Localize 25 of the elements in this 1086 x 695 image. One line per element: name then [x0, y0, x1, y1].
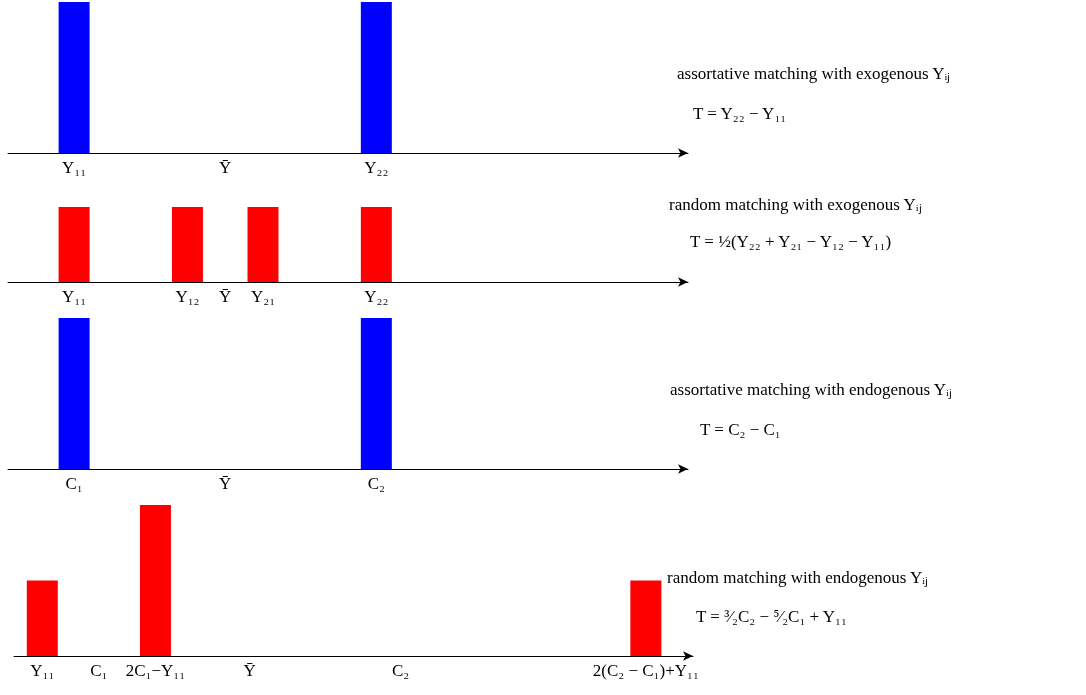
text: T = Y₂₂ − Y₁₁ [693, 104, 787, 123]
x-tick-label: Y₁₁ [62, 287, 87, 306]
x-tick-label: Ȳ [219, 158, 232, 177]
text: T = ½(Y₂₂ + Y₂₁ − Y₁₂ − Y₁₁) [690, 232, 892, 251]
x-tick-label: 2(C₂ − C₁)+Y₁₁ [592, 661, 699, 680]
x-tick-label: Y₁₁ [30, 661, 55, 680]
x-tick-label: Y₂₂ [364, 158, 389, 177]
x-tick-label: Y₁₂ [175, 287, 200, 306]
text: T = ³⁄₂C₂ − ⁵⁄₂C₁ + Y₁₁ [696, 607, 847, 626]
x-tick-label: C₂ [367, 474, 385, 493]
annotation: random matching with exogenous Yᵢⱼ [669, 195, 922, 215]
x-tick-label: Y₂₁ [250, 287, 276, 306]
annotation: assortative matching with endogenous Yᵢⱼ [670, 380, 952, 400]
text: T = C₂ − C₁ [700, 420, 781, 439]
x-tick-label: Ȳ [219, 287, 232, 306]
x-tick-label: C₂ [392, 661, 410, 680]
x-tick-label: Ȳ [219, 474, 232, 493]
x-tick-label: C₁ [90, 661, 108, 680]
annotation: assortative matching with exogenous Yᵢⱼ [677, 64, 951, 84]
x-tick-label: C₁ [65, 474, 83, 493]
x-tick-label: Y₂₂ [364, 287, 389, 306]
annotation: random matching with endogenous Yᵢⱼ [667, 568, 929, 588]
x-tick-label: Y₁₁ [62, 158, 87, 177]
x-tick-label: Ȳ [243, 661, 256, 680]
x-tick-label: 2C₁−Y₁₁ [125, 661, 186, 680]
